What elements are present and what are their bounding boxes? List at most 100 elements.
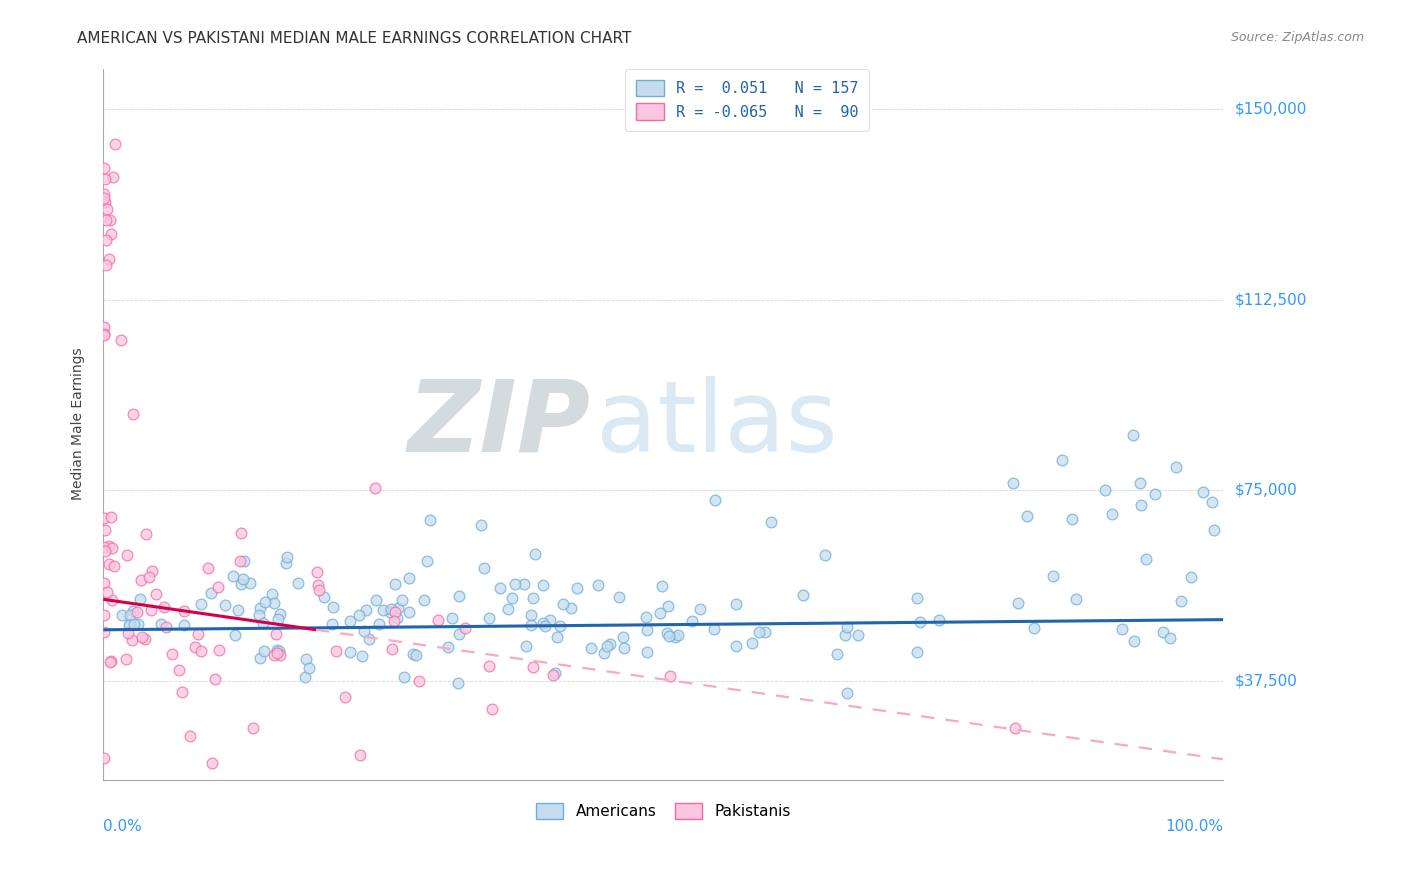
Point [121,633,143,648]
Point [354,603,377,617]
Point [141,603,163,617]
Point [128,591,150,606]
Point [94,523,117,537]
Point [162,647,184,661]
Point [703,622,725,636]
Point [1144,486,1167,500]
Point [138,570,160,584]
Point [478,659,501,673]
Point [551,597,574,611]
Point [447,589,470,603]
Point [419,513,441,527]
Point [287,576,309,591]
Point [1064,592,1087,607]
Point [321,617,343,632]
Point [1060,512,1083,526]
Point [333,690,356,705]
Point [440,611,463,625]
Point [229,576,252,591]
Point [247,608,270,623]
Point [658,629,681,643]
Point [96,202,118,216]
Point [173,605,195,619]
Point [179,729,201,743]
Point [314,591,336,605]
Point [307,565,329,579]
Point [122,604,145,618]
Point [548,619,571,633]
Point [232,573,254,587]
Point [349,607,371,622]
Point [325,644,347,658]
Point [94,194,117,209]
Point [141,564,163,578]
Point [1204,524,1226,538]
Point [593,646,616,660]
Point [520,607,543,622]
Point [94,172,117,186]
Text: $150,000: $150,000 [1234,102,1306,117]
Point [242,721,264,735]
Point [381,642,404,657]
Point [266,612,288,626]
Point [541,667,564,681]
Point [117,626,139,640]
Point [366,593,388,607]
Point [127,605,149,619]
Point [546,631,568,645]
Point [93,186,115,201]
Point [100,227,122,242]
Point [239,576,262,591]
Point [454,621,477,635]
Point [437,640,460,654]
Point [190,644,212,658]
Text: ZIP: ZIP [408,376,591,473]
Point [93,751,115,765]
Point [253,594,276,608]
Point [122,408,145,422]
Point [98,558,121,572]
Text: 100.0%: 100.0% [1166,819,1223,834]
Point [704,493,727,508]
Point [512,577,534,591]
Point [229,554,252,568]
Point [252,616,274,631]
Point [1192,484,1215,499]
Point [387,611,409,625]
Point [152,599,174,614]
Point [834,628,856,642]
Point [378,605,401,619]
Point [522,660,544,674]
Point [103,558,125,573]
Point [96,585,118,599]
Point [634,610,657,624]
Point [100,654,122,668]
Point [214,598,236,612]
Point [226,603,249,617]
Legend: Americans, Pakistanis: Americans, Pakistanis [530,797,797,825]
Point [269,607,291,621]
Point [427,613,450,627]
Point [581,640,603,655]
Point [167,664,190,678]
Point [1042,569,1064,583]
Text: atlas: atlas [596,376,838,473]
Point [1015,508,1038,523]
Point [93,161,115,175]
Point [253,644,276,658]
Point [294,670,316,684]
Point [233,554,256,568]
Point [792,588,814,602]
Point [449,627,471,641]
Point [501,591,523,606]
Point [472,561,495,575]
Point [173,618,195,632]
Point [100,509,122,524]
Point [98,252,121,267]
Point [190,597,212,611]
Point [560,600,582,615]
Point [134,632,156,646]
Point [229,526,252,541]
Point [93,607,115,622]
Point [666,628,689,642]
